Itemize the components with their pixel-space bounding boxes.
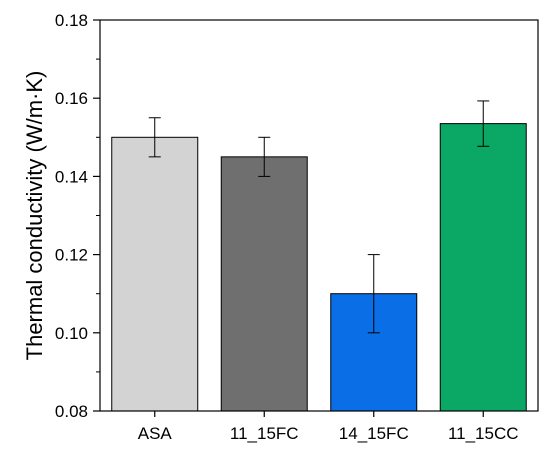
- error-bar-asa: [148, 117, 161, 158]
- y-axis: 0.08 0.10 0.12 0.14 0.16 0.18: [55, 11, 100, 421]
- error-bar-11_15fc: [258, 136, 271, 177]
- x-tick-label: 11_15FC: [230, 424, 299, 443]
- bar-11_15fc: [220, 156, 308, 412]
- y-tick-label: 0.18: [55, 11, 88, 30]
- y-tick-label: 0.10: [55, 324, 88, 343]
- x-tick-label: 11_15CC: [448, 424, 519, 443]
- bar-11_15cc: [439, 123, 527, 412]
- y-tick-label: 0.08: [55, 402, 88, 421]
- y-tick-label: 0.12: [55, 246, 88, 265]
- x-tick-label: 14_15FC: [339, 424, 409, 443]
- error-bar-11_15cc: [477, 100, 490, 147]
- error-bar-14_15fc: [367, 254, 380, 334]
- y-axis-title: Thermal conductivity (W/m·K): [22, 71, 47, 361]
- error-bars-group: [148, 100, 490, 334]
- bars-group: [111, 123, 527, 412]
- x-tick-label: ASA: [138, 424, 173, 443]
- y-tick-label: 0.16: [55, 89, 88, 108]
- x-axis: ASA 11_15FC 14_15FC 11_15CC: [138, 411, 519, 443]
- y-tick-label: 0.14: [55, 167, 88, 186]
- bar-asa: [111, 136, 199, 412]
